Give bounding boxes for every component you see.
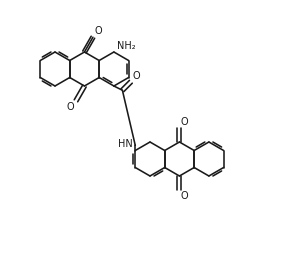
Text: O: O: [181, 192, 188, 201]
Text: O: O: [181, 117, 188, 126]
Text: O: O: [133, 71, 141, 81]
Text: O: O: [66, 102, 74, 112]
Text: HN: HN: [118, 139, 132, 149]
Text: NH₂: NH₂: [117, 41, 136, 51]
Text: O: O: [95, 26, 103, 36]
